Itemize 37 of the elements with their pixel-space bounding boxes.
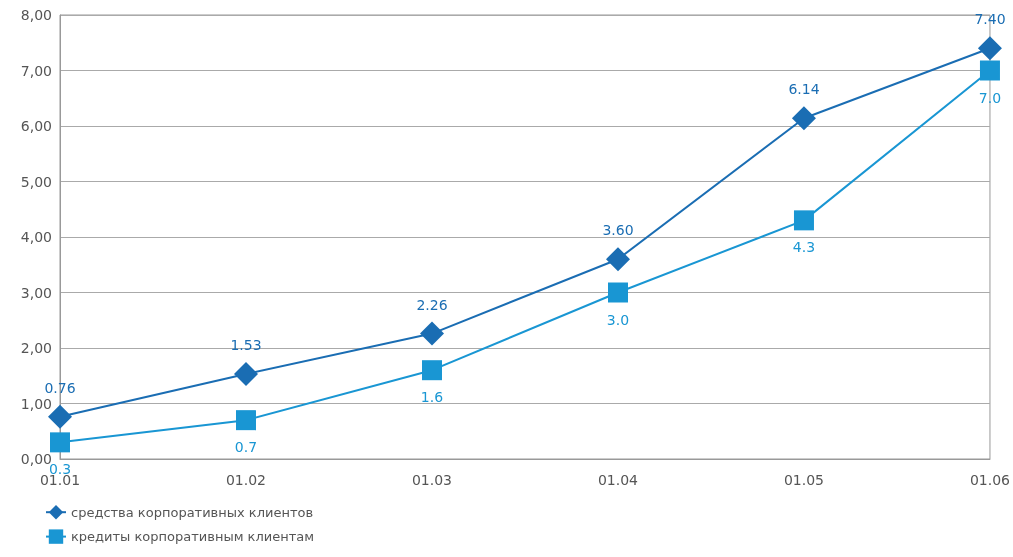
data-label: 2.26 (416, 296, 448, 313)
data-label: 0.76 (44, 379, 76, 396)
point (419, 321, 444, 346)
legend-label: средства корпоративных клиентов (71, 504, 314, 520)
y-tick-label: 3,00 (20, 284, 52, 301)
data-label: 6.14 (788, 81, 820, 98)
y-tick-label: 2,00 (20, 340, 52, 356)
data-label: 7.0 (978, 89, 1002, 106)
x-tick-label: 01.06 (969, 472, 1011, 488)
point (235, 410, 256, 431)
data-label: 1.53 (230, 337, 262, 354)
data-label: 3.60 (602, 222, 634, 239)
data-label: 3.0 (606, 311, 630, 328)
data-label: 7.40 (974, 11, 1006, 28)
y-tick-label: 4,00 (20, 229, 52, 245)
y-tick-label: 6,00 (20, 118, 52, 134)
legend-label: кредиты корпоративным клиентам (71, 529, 315, 545)
point (791, 106, 816, 131)
x-tick-label: 01.02 (225, 472, 267, 488)
point (607, 282, 628, 303)
point (605, 247, 630, 272)
point (50, 432, 70, 453)
x-tick-label: 01.04 (597, 472, 639, 488)
data-label: 1.6 (420, 389, 444, 406)
x-tick-label: 01.05 (783, 472, 825, 488)
data-label: 4.3 (792, 239, 816, 256)
x-tick-label: 01.03 (411, 472, 453, 488)
point (979, 60, 1000, 81)
y-tick-label: 1,00 (20, 395, 52, 412)
y-tick-label: 7,00 (20, 62, 52, 79)
point (977, 36, 1002, 61)
data-label: 0.7 (234, 439, 258, 456)
y-tick-label: 8,00 (20, 7, 52, 23)
point (421, 360, 442, 381)
y-tick-label: 5,00 (20, 173, 52, 190)
point (793, 210, 814, 231)
point (233, 362, 258, 387)
